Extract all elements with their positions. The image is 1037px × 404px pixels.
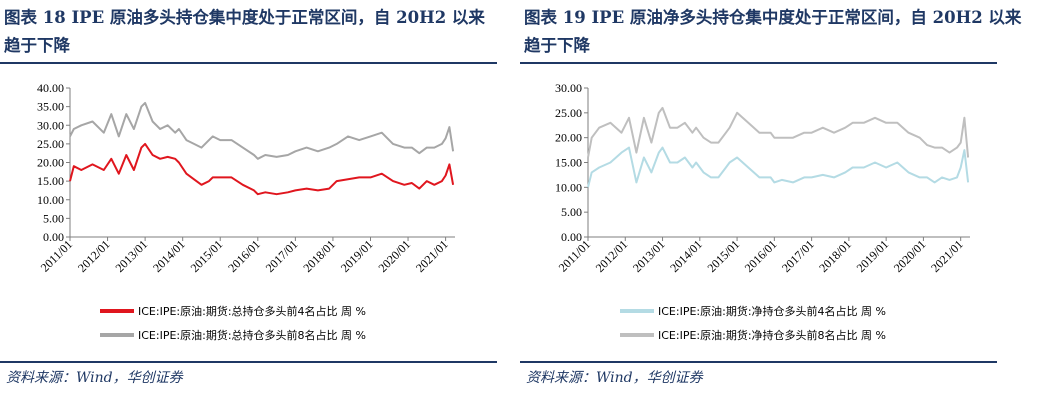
- x-tick-label: 2019/01: [338, 237, 376, 275]
- x-tick-label: 2020/01: [891, 237, 929, 275]
- source-note: 资料来源：Wind，华创证券: [6, 370, 183, 386]
- y-tick-label: 20.00: [555, 131, 582, 145]
- legend-label: ICE:IPE:原油:期货:总持仓多头前8名占比 周 %: [138, 328, 366, 342]
- y-tick-label: 25.00: [37, 137, 64, 151]
- title-divider: [520, 62, 997, 64]
- y-tick-label: 5.00: [561, 205, 582, 219]
- source-divider: [520, 361, 997, 363]
- x-tick-label: 2013/01: [113, 237, 151, 275]
- y-tick-label: 10.00: [555, 180, 582, 194]
- x-tick-label: 2012/01: [593, 237, 631, 275]
- y-tick-label: 15.00: [555, 156, 582, 170]
- y-tick-label: 15.00: [37, 174, 64, 188]
- x-tick-label: 2015/01: [704, 237, 742, 275]
- y-tick-label: 0.00: [561, 230, 582, 244]
- chart-title: 图表 18 IPE 原油多头持仓集中度处于正常区间，自 20H2 以来趋于下降: [4, 8, 485, 55]
- source-divider: [0, 361, 497, 363]
- x-tick-label: 2015/01: [188, 237, 226, 275]
- chart-title: 图表 19 IPE 原油净多头持仓集中度处于正常区间，自 20H2 以来趋于下降: [524, 8, 1022, 55]
- series-line: [69, 142, 455, 196]
- x-tick-label: 2019/01: [854, 237, 892, 275]
- y-tick-label: 35.00: [37, 100, 64, 114]
- source-note: 资料来源：Wind，华创证券: [526, 370, 703, 386]
- y-tick-label: 40.00: [37, 81, 64, 95]
- y-tick-label: 30.00: [37, 118, 64, 132]
- legend-label: ICE:IPE:原油:期货:净持仓多头前4名占比 周 %: [658, 304, 886, 318]
- title-divider: [0, 62, 497, 64]
- x-tick-label: 2018/01: [300, 237, 338, 275]
- legend-label: ICE:IPE:原油:期货:净持仓多头前8名占比 周 %: [658, 328, 886, 342]
- chart-panel-right: 图表 19 IPE 原油净多头持仓集中度处于正常区间，自 20H2 以来趋于下降…: [520, 0, 1037, 404]
- y-tick-label: 25.00: [555, 106, 582, 120]
- y-tick-label: 10.00: [37, 193, 64, 207]
- chart-panel-left: 图表 18 IPE 原油多头持仓集中度处于正常区间，自 20H2 以来趋于下降 …: [0, 0, 497, 404]
- x-tick-label: 2021/01: [413, 237, 451, 275]
- series-line: [587, 106, 970, 158]
- y-tick-label: 30.00: [555, 81, 582, 95]
- x-tick-label: 2021/01: [928, 237, 966, 275]
- x-tick-label: 2016/01: [225, 237, 263, 275]
- x-tick-label: 2012/01: [75, 237, 113, 275]
- x-tick-label: 2018/01: [816, 237, 854, 275]
- y-tick-label: 5.00: [43, 211, 64, 225]
- x-tick-label: 2014/01: [667, 237, 705, 275]
- line-chart-total-position: 0.00 5.00 10.00 15.00 20.00 25.00 30.00 35.00 40…: [37, 81, 455, 342]
- x-tick-label: 2013/01: [630, 237, 668, 275]
- y-tick-label: 20.00: [37, 156, 64, 170]
- x-tick-label: 2014/01: [150, 237, 188, 275]
- x-tick-label: 2016/01: [742, 237, 780, 275]
- line-chart-net-position: 0.005.0010.0015.0020.0025.0030.002011/01…: [555, 81, 970, 342]
- x-tick-label: 2017/01: [263, 237, 301, 275]
- x-tick-label: 2017/01: [779, 237, 817, 275]
- y-tick-label: 0.00: [43, 230, 64, 244]
- legend-label: ICE:IPE:原油:期货:总持仓多头前4名占比 周 %: [138, 304, 366, 318]
- x-tick-label: 2020/01: [375, 237, 413, 275]
- series-line: [587, 146, 970, 188]
- series-line: [69, 101, 455, 160]
